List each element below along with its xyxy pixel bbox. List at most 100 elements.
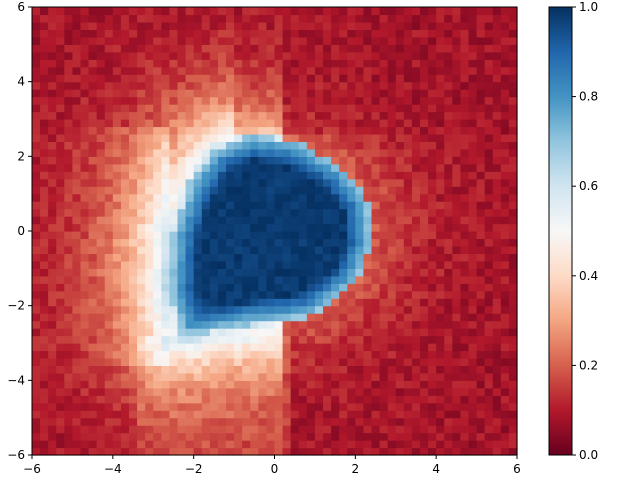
heatmap-cell xyxy=(217,260,227,269)
x-tick-label: −6 xyxy=(23,462,41,476)
heatmap-cell xyxy=(484,447,494,456)
heatmap-cell xyxy=(331,141,340,150)
heatmap-cell xyxy=(508,148,518,157)
heatmap-cell xyxy=(169,141,179,150)
heatmap-cell xyxy=(177,141,187,150)
heatmap-cell xyxy=(32,253,41,262)
heatmap-cell xyxy=(298,36,308,45)
heatmap-cell xyxy=(48,387,57,396)
heatmap-cell xyxy=(411,29,421,38)
heatmap-cell xyxy=(411,208,421,217)
heatmap-cell xyxy=(72,395,82,404)
heatmap-cell xyxy=(242,402,251,411)
heatmap-cell xyxy=(371,268,381,277)
heatmap-cell xyxy=(201,440,211,449)
heatmap-cell xyxy=(379,425,389,434)
heatmap-cell xyxy=(492,148,502,157)
heatmap-cell xyxy=(193,74,203,83)
heatmap-cell xyxy=(298,201,308,210)
heatmap-cell xyxy=(274,171,284,180)
heatmap-cell xyxy=(48,216,57,225)
heatmap-cell xyxy=(234,335,243,344)
heatmap-cell xyxy=(40,96,49,105)
heatmap-cell xyxy=(460,14,470,23)
heatmap-cell xyxy=(331,320,340,329)
heatmap-cell xyxy=(48,111,57,120)
heatmap-cell xyxy=(48,357,57,366)
heatmap-cell xyxy=(323,89,332,98)
heatmap-cell xyxy=(32,193,41,202)
heatmap-cell xyxy=(258,343,268,352)
heatmap-cell xyxy=(339,231,348,240)
heatmap-cell xyxy=(355,66,365,75)
heatmap-cell xyxy=(444,410,453,419)
heatmap-cell xyxy=(314,343,324,352)
heatmap-cell xyxy=(112,186,122,195)
heatmap-cell xyxy=(306,320,316,329)
heatmap-cell xyxy=(314,417,324,426)
heatmap-cell xyxy=(436,59,445,68)
heatmap-cell xyxy=(153,171,162,180)
heatmap-cell xyxy=(282,260,292,269)
heatmap-cell xyxy=(436,343,445,352)
heatmap-cell xyxy=(355,402,365,411)
heatmap-cell xyxy=(331,432,340,441)
heatmap-cell xyxy=(484,328,494,337)
heatmap-cell xyxy=(226,320,235,329)
heatmap-cell xyxy=(96,425,106,434)
heatmap-cell xyxy=(185,268,195,277)
heatmap-cell xyxy=(395,253,405,262)
heatmap-cell xyxy=(80,208,90,217)
heatmap-cell xyxy=(508,447,518,456)
heatmap-cell xyxy=(282,156,292,165)
heatmap-cell xyxy=(177,320,187,329)
heatmap-cell xyxy=(492,171,502,180)
heatmap-cell xyxy=(80,89,90,98)
heatmap-cell xyxy=(120,111,130,120)
heatmap-cell xyxy=(48,36,57,45)
heatmap-cell xyxy=(508,380,518,389)
heatmap-cell xyxy=(420,268,429,277)
heatmap-cell xyxy=(468,268,478,277)
heatmap-cell xyxy=(282,313,292,322)
heatmap-cell xyxy=(508,223,518,232)
heatmap-cell xyxy=(290,81,300,90)
heatmap-cell xyxy=(72,440,82,449)
heatmap-cell xyxy=(395,357,405,366)
heatmap-cell xyxy=(161,387,171,396)
heatmap-cell xyxy=(290,335,300,344)
heatmap-cell xyxy=(290,410,300,419)
heatmap-cell xyxy=(217,51,227,60)
heatmap-cell xyxy=(314,238,324,247)
heatmap-cell xyxy=(258,245,268,254)
heatmap-cell xyxy=(129,440,138,449)
heatmap-cell xyxy=(436,410,445,419)
heatmap-cell xyxy=(64,59,74,68)
heatmap-cell xyxy=(323,395,332,404)
heatmap-cell xyxy=(88,410,98,419)
heatmap-cell xyxy=(80,163,90,172)
heatmap-cell xyxy=(306,104,316,113)
heatmap-cell xyxy=(420,126,429,135)
heatmap-cell xyxy=(137,238,146,247)
heatmap-cell xyxy=(185,328,195,337)
heatmap-cell xyxy=(428,208,437,217)
heatmap-cell xyxy=(266,350,276,359)
heatmap-cell xyxy=(64,208,74,217)
heatmap-cell xyxy=(420,440,429,449)
heatmap-cell xyxy=(387,81,397,90)
heatmap-cell xyxy=(80,119,90,128)
heatmap-cell xyxy=(403,335,413,344)
heatmap-cell xyxy=(403,66,413,75)
heatmap-cell xyxy=(460,231,470,240)
heatmap-cell xyxy=(145,186,154,195)
heatmap-cell xyxy=(403,44,413,53)
heatmap-cell xyxy=(436,216,445,225)
heatmap-cell xyxy=(379,7,389,16)
heatmap-cell xyxy=(56,440,65,449)
heatmap-cell xyxy=(250,51,259,60)
heatmap-cell xyxy=(347,133,356,142)
heatmap-cell xyxy=(331,410,340,419)
heatmap-cell xyxy=(371,59,381,68)
heatmap-cell xyxy=(120,133,130,142)
